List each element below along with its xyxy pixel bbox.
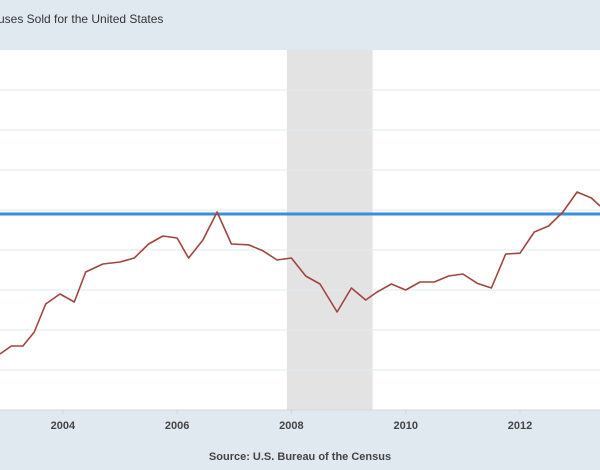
x-tick-label: 2008 bbox=[279, 420, 303, 432]
chart-title: uses Sold for the United States bbox=[0, 12, 164, 26]
x-tick-label: 2012 bbox=[508, 420, 532, 432]
recession-shading bbox=[286, 50, 373, 410]
x-tick-label: 2006 bbox=[165, 420, 189, 432]
series-line bbox=[0, 191, 600, 355]
chart-source: Source: U.S. Bureau of the Census bbox=[208, 451, 392, 463]
x-tick-label: 2010 bbox=[393, 420, 417, 432]
x-tick-label: 2004 bbox=[51, 420, 76, 432]
